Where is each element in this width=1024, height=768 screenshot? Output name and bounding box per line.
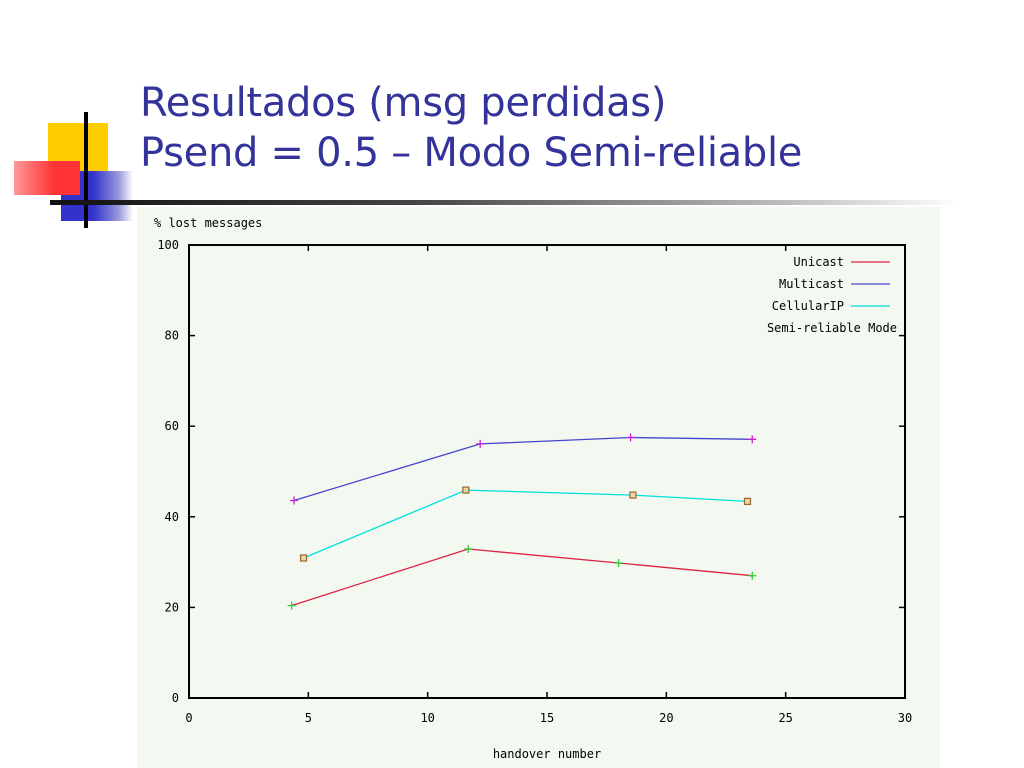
data-point-cellularip: [629, 491, 637, 499]
x-tick-label: 20: [659, 711, 673, 725]
slide-title-line-2: Psend = 0.5 – Modo Semi-reliable: [140, 130, 803, 176]
data-point-cellularip: [743, 497, 752, 505]
axes: 0 5 10 15 20 25 30 0 20 40 60 80 100: [157, 238, 912, 725]
x-tick-label: 10: [420, 711, 434, 725]
data-point-unicast: [464, 544, 473, 553]
y-tick-label: 40: [165, 510, 179, 524]
series-layer: [287, 433, 757, 610]
legend-label-multicast: Multicast: [779, 277, 844, 291]
x-tick-label: 30: [898, 711, 912, 725]
x-tick-label: 0: [185, 711, 192, 725]
y-axis-label: % lost messages: [154, 216, 262, 230]
x-tick-label: 15: [540, 711, 554, 725]
slide-title-line-1: Resultados (msg perdidas): [140, 80, 667, 126]
chart-panel: % lost messages handover number 0 5 10 15 20…: [137, 207, 940, 768]
data-point-multicast: [626, 433, 635, 442]
x-axis-label: handover number: [493, 747, 601, 761]
y-tick-label: 60: [165, 419, 179, 433]
legend-label-cellularip: CellularIP: [772, 299, 844, 313]
data-point-unicast: [614, 559, 623, 568]
y-tick-label: 80: [165, 329, 179, 343]
legend-title: Semi-reliable Mode: [767, 321, 897, 335]
data-point-unicast: [748, 571, 757, 580]
data-point-cellularip: [299, 554, 308, 562]
legend: Unicast Multicast CellularIP Semi-reliable …: [767, 255, 897, 335]
deco-red-square: [14, 161, 80, 195]
x-tick-label: 25: [778, 711, 792, 725]
y-tick-label: 20: [165, 600, 179, 614]
data-point-cellularip: [462, 486, 470, 494]
x-tick-label: 5: [305, 711, 312, 725]
deco-vertical-line: [84, 112, 88, 228]
slide-title: Resultados (msg perdidas) Psend = 0.5 – …: [140, 78, 802, 178]
data-point-multicast: [748, 435, 757, 444]
data-point-unicast: [287, 601, 296, 610]
y-tick-label: 0: [172, 691, 179, 705]
y-tick-label: 100: [157, 238, 179, 252]
line-chart: % lost messages handover number 0 5 10 15 20…: [154, 216, 912, 761]
data-point-multicast: [290, 496, 299, 505]
series-line-multicast: [293, 436, 753, 502]
series-line-unicast: [291, 548, 753, 607]
data-point-multicast: [476, 439, 485, 448]
series-line-cellularip: [303, 489, 748, 559]
legend-label-unicast: Unicast: [793, 255, 844, 269]
title-divider: [50, 200, 960, 205]
